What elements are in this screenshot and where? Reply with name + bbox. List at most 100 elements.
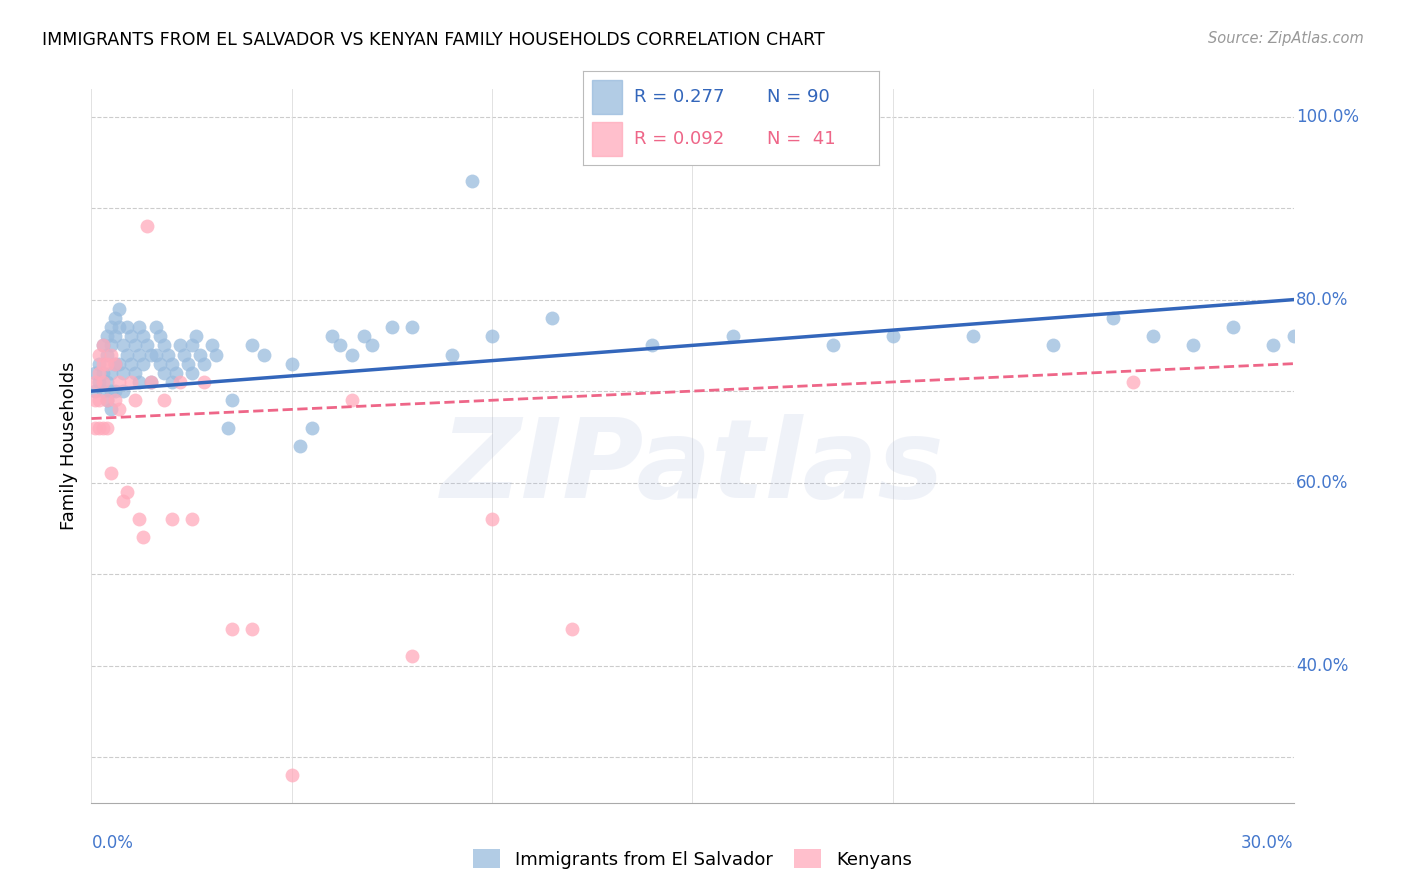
Point	[281, 357, 304, 371]
Point	[104, 310, 127, 325]
Point	[104, 329, 127, 343]
Point	[96, 329, 118, 343]
Point	[104, 357, 127, 371]
Point	[148, 357, 170, 371]
Point	[104, 384, 127, 398]
Point	[193, 375, 215, 389]
Point	[641, 338, 664, 352]
Point	[401, 649, 423, 664]
Point	[353, 329, 375, 343]
Point	[240, 622, 263, 636]
Point	[93, 338, 115, 352]
Point	[145, 320, 167, 334]
Point	[461, 174, 484, 188]
Point	[84, 420, 107, 434]
Point	[152, 393, 174, 408]
Point	[381, 320, 404, 334]
Text: Source: ZipAtlas.com: Source: ZipAtlas.com	[1208, 31, 1364, 46]
Point	[96, 420, 118, 434]
Point	[108, 357, 131, 371]
Point	[100, 384, 122, 398]
Point	[281, 768, 304, 782]
Point	[124, 366, 146, 380]
Point	[96, 375, 118, 389]
Point	[108, 301, 131, 316]
Point	[108, 375, 131, 389]
Point	[1122, 375, 1144, 389]
Point	[145, 347, 167, 361]
Text: 40.0%: 40.0%	[1296, 657, 1348, 674]
Point	[1222, 320, 1244, 334]
Point	[1263, 338, 1285, 352]
Point	[100, 320, 122, 334]
Point	[100, 366, 122, 380]
Point	[321, 329, 343, 343]
Point	[440, 347, 463, 361]
Point	[160, 357, 183, 371]
Point	[89, 375, 111, 389]
Point	[360, 338, 382, 352]
Point	[204, 347, 226, 361]
Point	[180, 338, 202, 352]
Point	[128, 512, 150, 526]
Point	[121, 375, 143, 389]
Point	[100, 402, 122, 417]
Legend: Immigrants from El Salvador, Kenyans: Immigrants from El Salvador, Kenyans	[465, 842, 920, 876]
Point	[121, 329, 143, 343]
Point	[821, 338, 844, 352]
Point	[117, 484, 139, 499]
Point	[121, 357, 143, 371]
Text: IMMIGRANTS FROM EL SALVADOR VS KENYAN FAMILY HOUSEHOLDS CORRELATION CHART: IMMIGRANTS FROM EL SALVADOR VS KENYAN FA…	[42, 31, 825, 49]
Text: R = 0.277: R = 0.277	[634, 87, 724, 105]
Point	[128, 347, 150, 361]
Point	[84, 366, 107, 380]
Point	[329, 338, 352, 352]
Point	[112, 366, 135, 380]
Point	[240, 338, 263, 352]
Point	[165, 366, 187, 380]
Point	[193, 357, 215, 371]
Point	[1042, 338, 1064, 352]
Point	[104, 357, 127, 371]
Point	[136, 219, 159, 234]
Point	[253, 347, 276, 361]
Text: 30.0%: 30.0%	[1241, 834, 1294, 852]
Point	[112, 338, 135, 352]
Point	[96, 393, 118, 408]
Point	[288, 439, 311, 453]
Point	[108, 320, 131, 334]
Point	[1102, 310, 1125, 325]
Point	[1282, 329, 1305, 343]
Point	[141, 347, 163, 361]
Point	[180, 512, 202, 526]
Point	[93, 375, 115, 389]
Point	[481, 512, 503, 526]
Point	[132, 357, 155, 371]
Point	[84, 393, 107, 408]
Point	[89, 393, 111, 408]
Point	[221, 622, 243, 636]
Point	[100, 347, 122, 361]
Text: ZIPatlas: ZIPatlas	[440, 414, 945, 521]
Point	[160, 375, 183, 389]
Point	[541, 310, 564, 325]
Point	[176, 357, 198, 371]
Point	[128, 375, 150, 389]
Point	[188, 347, 211, 361]
Point	[152, 338, 174, 352]
Point	[108, 402, 131, 417]
Point	[100, 338, 122, 352]
Point	[89, 420, 111, 434]
Point	[96, 347, 118, 361]
Point	[141, 375, 163, 389]
Point	[124, 338, 146, 352]
Point	[401, 320, 423, 334]
Point	[221, 393, 243, 408]
Point	[148, 329, 170, 343]
Point	[152, 366, 174, 380]
Point	[124, 393, 146, 408]
Text: N = 90: N = 90	[766, 87, 830, 105]
Point	[89, 366, 111, 380]
Bar	[592, 122, 621, 156]
Point	[89, 357, 111, 371]
